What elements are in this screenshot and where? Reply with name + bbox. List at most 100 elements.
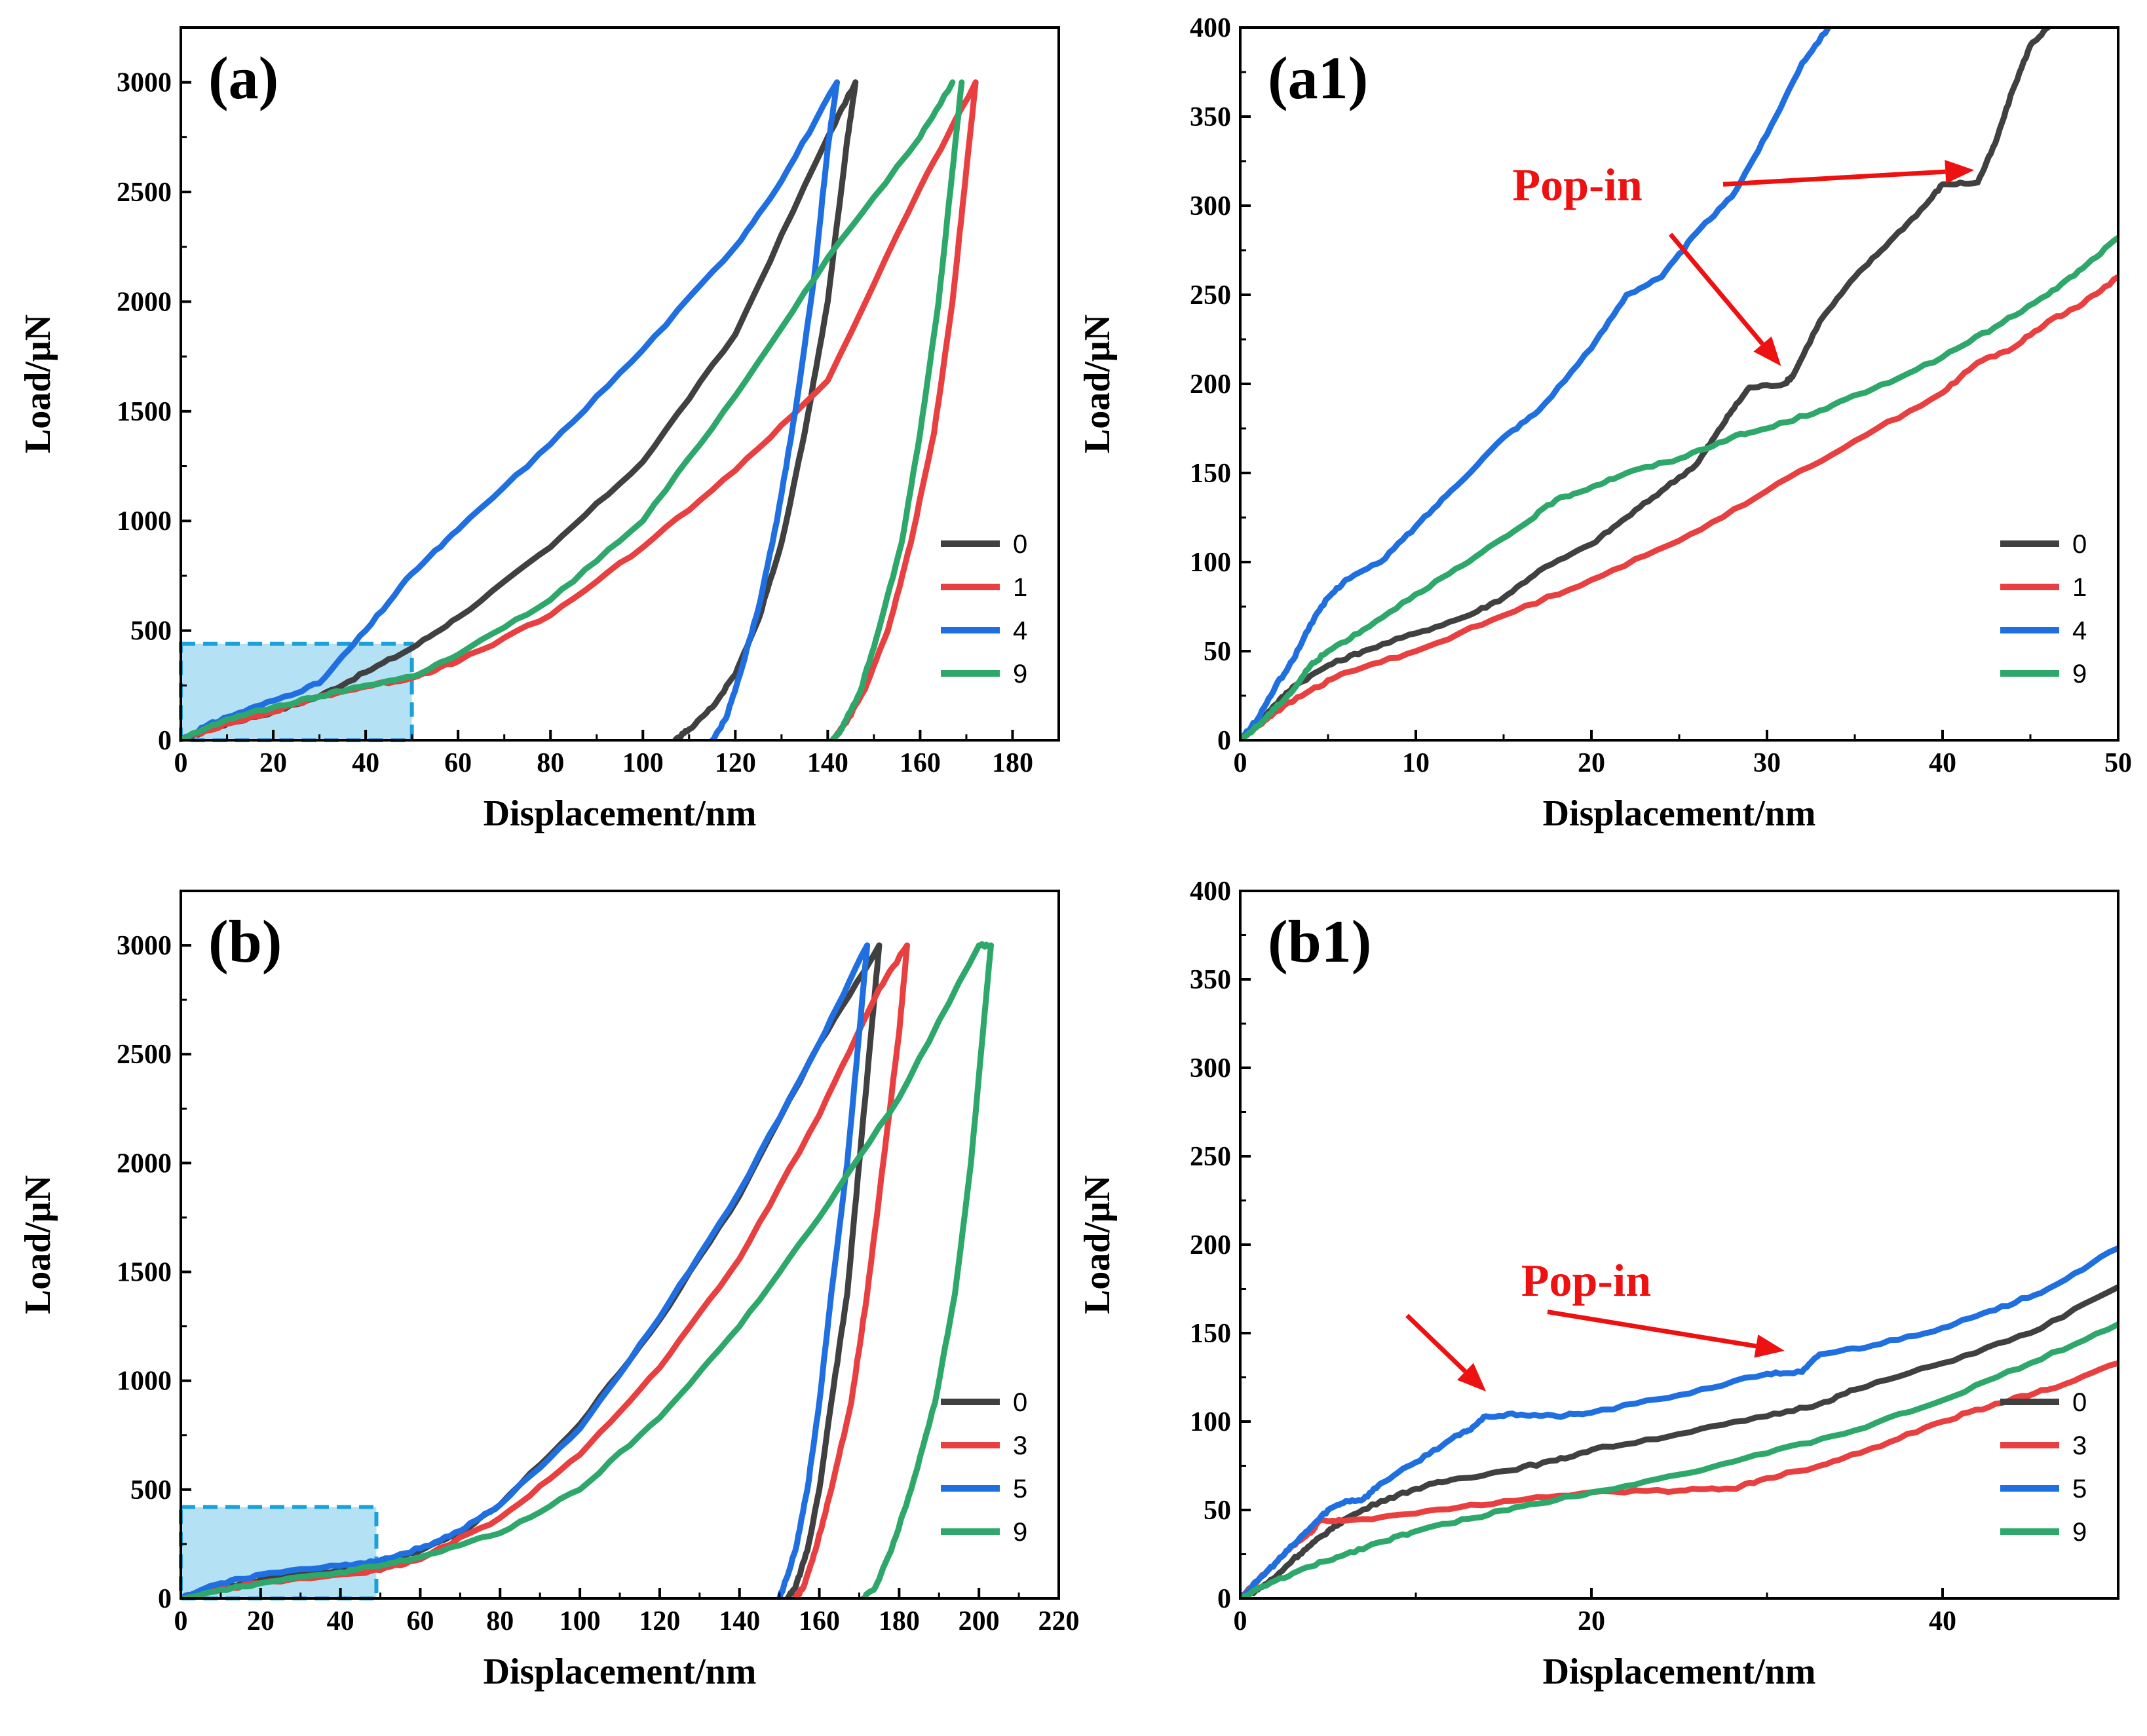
y-tick-label: 150 (1190, 1319, 1231, 1349)
legend-label-4: 4 (1013, 616, 1027, 645)
legend-label-0: 0 (1013, 530, 1027, 559)
curves (181, 941, 994, 1598)
x-tick-label: 20 (1578, 1606, 1605, 1636)
y-tick-label: 300 (1190, 1053, 1231, 1084)
series-line-1 (181, 79, 979, 740)
y-axis-title: Load/μN (1077, 1175, 1118, 1314)
series-line-0 (1240, 1284, 2118, 1598)
y-tick-label: 500 (130, 1475, 172, 1505)
pop-in-arrow-head (1753, 336, 1781, 366)
x-tick-label: 20 (247, 1606, 275, 1636)
panel-label: (a1) (1268, 45, 1368, 111)
series-line-3 (1240, 1360, 2118, 1598)
x-tick-label: 0 (174, 748, 188, 778)
x-axis-title: Displacement/nm (1543, 793, 1816, 834)
x-tick-label: 20 (1578, 748, 1605, 778)
x-axis-title: Displacement/nm (484, 1651, 757, 1692)
series-line-9 (860, 942, 994, 1598)
legend-label-1: 1 (1013, 573, 1027, 602)
y-tick-label: 1000 (117, 1367, 172, 1397)
plot-frame (1239, 26, 2119, 742)
series-line-9 (829, 79, 965, 740)
legend: 0 1 4 9 (2000, 530, 2087, 689)
series-line-9 (1240, 235, 2118, 740)
x-tick-label: 160 (900, 748, 941, 778)
y-axis-title: Load/μN (1077, 314, 1118, 453)
series-line-0 (181, 942, 883, 1598)
y-tick-label: 1500 (117, 1258, 172, 1288)
legend: 0 3 5 9 (2000, 1388, 2087, 1547)
y-tick-label: 150 (1190, 459, 1231, 489)
y-tick-label: 400 (1190, 13, 1231, 43)
x-tick-label: 100 (622, 748, 664, 778)
y-tick-label: 300 (1190, 191, 1231, 221)
y-tick-label: 100 (1190, 548, 1231, 578)
y-tick-label: 50 (1204, 637, 1231, 667)
legend-label-1: 1 (2072, 573, 2087, 602)
x-tick-label: 40 (1929, 1606, 1956, 1636)
x-tick-label: 50 (2104, 748, 2132, 778)
series-line-4 (709, 79, 840, 740)
panel-label: (b) (208, 908, 282, 975)
y-tick-label: 1500 (117, 397, 172, 427)
x-tick-label: 140 (807, 748, 848, 778)
panel-b: 0 20 40 60 80 100 120 140 160 180 200 220 0 500 1000 15… (18, 890, 1080, 1692)
series-line-9 (181, 79, 956, 740)
pop-in-label: Pop-in (1521, 1256, 1651, 1306)
x-tick-label: 0 (1234, 748, 1247, 778)
x-axis-title: Displacement/nm (484, 793, 757, 834)
panel-a: 0 20 40 60 80 100 120 140 160 1800500100015002000… (18, 26, 1060, 834)
legend-label-9: 9 (1013, 660, 1027, 689)
y-tick-label: 2500 (117, 178, 172, 208)
legend-label-3: 3 (1013, 1431, 1027, 1460)
legend-label-0: 0 (2072, 530, 2087, 559)
x-tick-label: 200 (959, 1606, 1000, 1636)
series-line-9 (1240, 1321, 2118, 1598)
x-tick-label: 20 (259, 748, 287, 778)
series-line-0 (784, 942, 883, 1598)
series-line-5 (1240, 1245, 2118, 1598)
panel-b1: 0 20 40050100150200250300350400Displacemen… (1077, 877, 2119, 1692)
x-tick-label: 60 (444, 748, 472, 778)
legend: 0 1 4 9 (941, 530, 1027, 689)
series-line-0 (1240, 28, 2051, 740)
x-tick-label: 100 (560, 1606, 601, 1636)
panel-label: (b1) (1268, 908, 1371, 975)
pop-in-arrow-head (1457, 1363, 1487, 1392)
legend-label-0: 0 (2072, 1388, 2087, 1417)
x-tick-label: 40 (352, 748, 379, 778)
y-tick-label: 400 (1190, 877, 1231, 907)
y-tick-label: 200 (1190, 1230, 1231, 1260)
y-tick-label: 100 (1190, 1407, 1231, 1437)
y-tick-label: 500 (130, 616, 172, 647)
y-axis-title: Load/μN (18, 1175, 58, 1314)
legend-label-9: 9 (1013, 1518, 1027, 1547)
legend-label-5: 5 (2072, 1475, 2087, 1503)
y-tick-label: 2000 (117, 1148, 172, 1179)
legend-label-9: 9 (2072, 660, 2087, 689)
y-tick-label: 0 (1217, 726, 1231, 756)
series-line-3 (181, 942, 910, 1598)
x-tick-label: 0 (174, 1606, 188, 1636)
x-tick-label: 120 (715, 748, 756, 778)
x-tick-label: 180 (992, 748, 1033, 778)
x-tick-label: 180 (879, 1606, 920, 1636)
series-line-0 (672, 79, 859, 740)
x-tick-label: 10 (1402, 748, 1430, 778)
x-tick-label: 140 (719, 1606, 760, 1636)
x-tick-label: 160 (799, 1606, 840, 1636)
y-tick-label: 3000 (117, 931, 172, 961)
series-line-0 (181, 79, 859, 740)
pop-in-arrow-shaft (1722, 169, 1946, 187)
annotation: Pop-in (1405, 1256, 1785, 1392)
y-tick-label: 0 (158, 726, 172, 756)
y-tick-label: 250 (1190, 1142, 1231, 1172)
x-tick-label: 40 (1929, 748, 1956, 778)
x-axis-title: Displacement/nm (1543, 1651, 1816, 1692)
curves (1240, 1245, 2118, 1598)
series-line-1 (1240, 274, 2118, 740)
x-tick-label: 40 (327, 1606, 354, 1636)
series-line-3 (792, 942, 910, 1598)
plot-frame (180, 890, 1060, 1600)
